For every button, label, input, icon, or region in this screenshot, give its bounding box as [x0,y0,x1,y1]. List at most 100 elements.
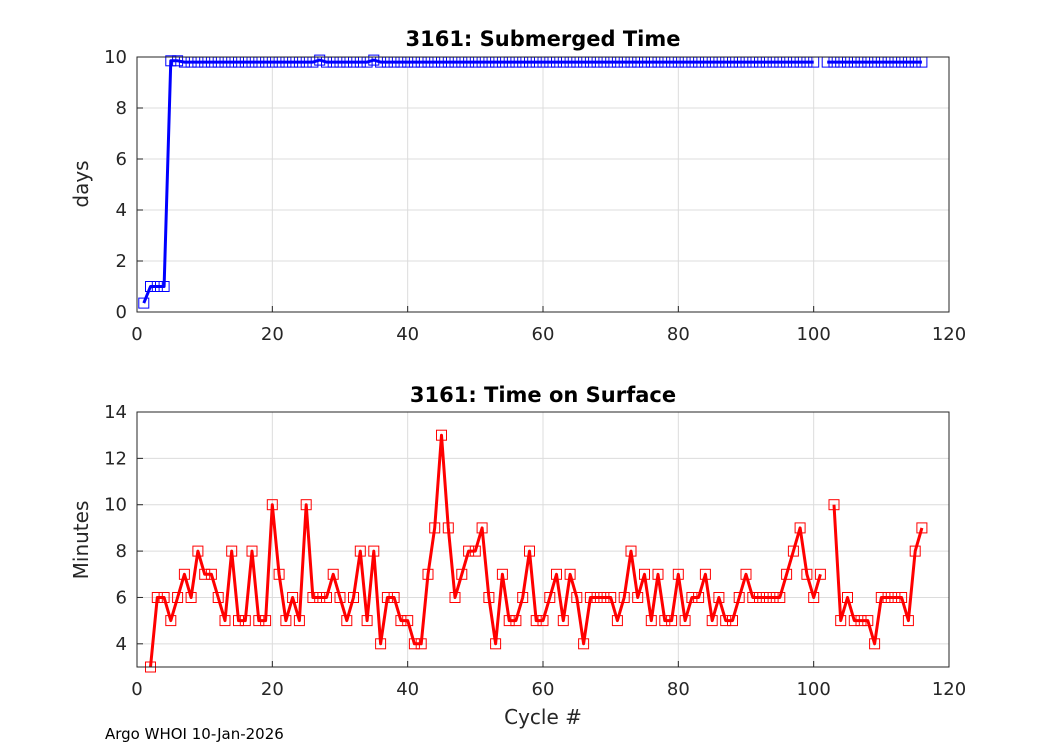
data-point [273,568,285,580]
data-point [517,592,529,603]
data-point [293,615,305,627]
data-point [199,568,211,580]
data-point [544,592,556,603]
data-point [510,615,522,627]
data-point [916,522,928,534]
data-point [490,638,502,650]
data-point [760,592,772,603]
data-point [794,522,806,534]
data-point [375,638,387,650]
data-point [848,615,860,627]
data-point [781,568,793,580]
data-point [233,615,244,627]
data-point [564,568,576,580]
data-point [158,592,170,603]
data-point [212,592,224,603]
x-tick-label: 40 [396,324,419,345]
data-point [578,638,590,650]
data-point [625,545,637,557]
data-point [686,592,698,603]
data-point [909,545,921,557]
data-point [598,592,610,603]
data-point [591,592,603,603]
data-point [287,592,299,603]
data-point [429,522,441,534]
data-point [314,592,326,603]
data-point [138,297,150,309]
chart-title-submerged: 3161: Submerged Time [405,27,680,51]
data-point [395,615,407,627]
footer-credit: Argo WHOI 10-Jan-2026 [105,725,284,743]
ticks-submerged: 0 20 40 60 80 100 120 0 2 4 6 8 10 [104,47,966,345]
series-submerged [138,54,928,309]
x-tick-label: 0 [131,324,142,345]
y-tick-label: 6 [116,587,127,608]
data-point [882,592,894,603]
data-point [422,568,434,580]
data-point [151,592,163,603]
data-point [172,55,184,67]
data-point [456,568,468,580]
series-line [832,504,924,646]
data-point [889,592,901,603]
data-point [652,568,664,580]
data-point [348,592,359,603]
data-point [165,55,177,67]
data-point [192,545,204,557]
data-point [253,615,265,627]
data-point [693,592,705,603]
data-point [557,615,569,627]
data-point [449,592,461,603]
submerged-time-chart: 0 20 40 60 80 100 120 0 2 4 6 8 10 3161: Submerged T… [69,27,966,345]
data-point [503,615,515,627]
data-point [415,638,427,650]
data-point [611,615,623,627]
x-tick-label: 100 [796,324,830,345]
x-tick-label: 60 [532,679,555,700]
y-tick-label: 8 [116,541,127,562]
data-point [828,499,840,511]
data-point [354,545,366,557]
x-tick-label: 120 [932,324,966,345]
x-axis-label-surface: Cycle # [504,705,582,729]
data-point [260,615,272,627]
data-point [699,568,711,580]
data-point [388,592,400,603]
x-tick-label: 20 [261,679,284,700]
data-point [862,615,874,627]
series-surface [145,429,928,673]
data-point [584,592,596,603]
data-point [368,54,380,66]
data-point [551,568,562,580]
data-point [266,499,278,511]
data-point [185,592,197,603]
data-point [469,545,481,557]
x-tick-label: 100 [796,679,830,700]
data-point [605,592,617,603]
data-point [341,615,353,627]
x-tick-label: 80 [667,679,690,700]
data-point [496,568,508,580]
data-point [869,638,881,650]
y-tick-label: 12 [104,448,127,469]
data-point [246,545,258,557]
data-point [165,615,177,627]
y-tick-label: 10 [104,495,127,516]
data-point [524,545,535,557]
x-tick-label: 80 [667,324,690,345]
data-point [727,615,738,627]
surface-time-chart: 0 20 40 60 80 100 120 4 6 8 10 12 14 3161: Time on S… [69,383,966,729]
x-tick-label: 60 [532,324,555,345]
data-point [463,545,475,557]
data-point [361,615,373,627]
y-tick-label: 4 [116,634,127,655]
data-point [178,568,190,580]
x-tick-label: 20 [261,324,284,345]
data-point [835,615,847,627]
data-point [280,615,292,627]
y-tick-label: 6 [116,149,127,170]
data-point [307,592,319,603]
data-point [436,429,447,441]
data-point [774,592,786,603]
